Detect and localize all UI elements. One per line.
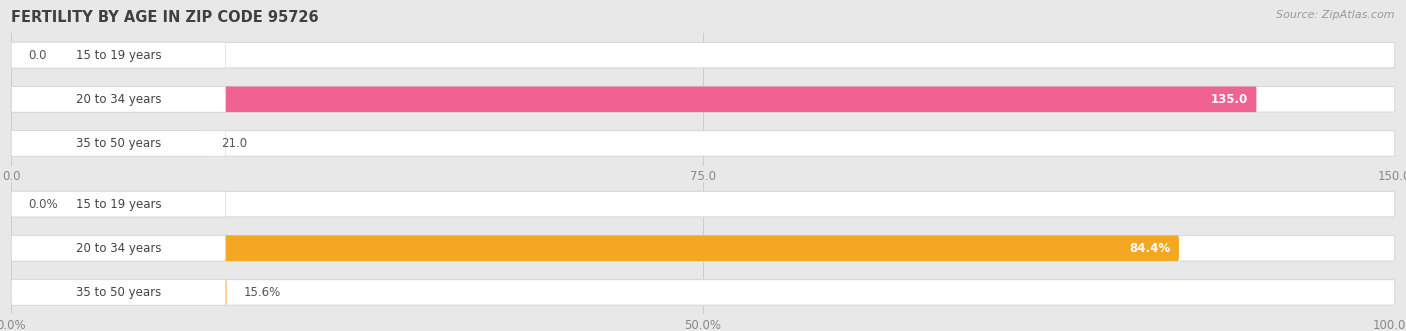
FancyBboxPatch shape	[11, 191, 1395, 217]
FancyBboxPatch shape	[11, 42, 226, 68]
Text: FERTILITY BY AGE IN ZIP CODE 95726: FERTILITY BY AGE IN ZIP CODE 95726	[11, 10, 319, 25]
Text: 135.0: 135.0	[1211, 93, 1249, 106]
FancyBboxPatch shape	[11, 42, 1395, 68]
Text: 20 to 34 years: 20 to 34 years	[76, 242, 162, 255]
Text: 21.0: 21.0	[222, 137, 247, 150]
FancyBboxPatch shape	[11, 131, 205, 156]
FancyBboxPatch shape	[11, 131, 226, 156]
Text: 15 to 19 years: 15 to 19 years	[76, 198, 162, 211]
FancyBboxPatch shape	[11, 235, 226, 261]
Text: 0.0%: 0.0%	[28, 198, 58, 211]
FancyBboxPatch shape	[11, 191, 226, 217]
FancyBboxPatch shape	[11, 235, 1395, 261]
FancyBboxPatch shape	[11, 86, 1395, 112]
Text: 20 to 34 years: 20 to 34 years	[76, 93, 162, 106]
Text: 35 to 50 years: 35 to 50 years	[76, 137, 162, 150]
Text: 15.6%: 15.6%	[243, 286, 281, 299]
FancyBboxPatch shape	[11, 280, 228, 305]
FancyBboxPatch shape	[11, 131, 1395, 156]
FancyBboxPatch shape	[11, 86, 1257, 112]
Text: 35 to 50 years: 35 to 50 years	[76, 286, 162, 299]
FancyBboxPatch shape	[11, 86, 226, 112]
Text: 84.4%: 84.4%	[1129, 242, 1171, 255]
Text: 15 to 19 years: 15 to 19 years	[76, 49, 162, 62]
FancyBboxPatch shape	[11, 280, 226, 305]
Text: 0.0: 0.0	[28, 49, 46, 62]
FancyBboxPatch shape	[11, 235, 1178, 261]
Text: Source: ZipAtlas.com: Source: ZipAtlas.com	[1277, 10, 1395, 20]
FancyBboxPatch shape	[11, 280, 1395, 305]
